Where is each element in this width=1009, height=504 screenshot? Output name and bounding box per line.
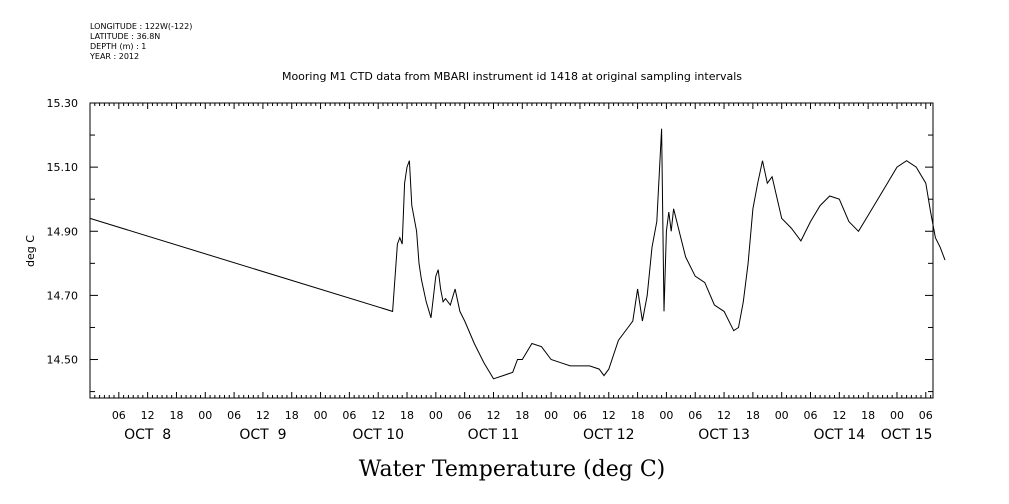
hour-tick-label: 06 [688, 409, 702, 422]
hour-tick-label: 06 [573, 409, 587, 422]
y-tick-label: 14.90 [47, 225, 79, 238]
metadata-block: LONGITUDE : 122W(-122) LATITUDE : 36.8N … [90, 22, 192, 62]
hour-tick-label: 18 [285, 409, 299, 422]
hour-tick-label: 12 [141, 409, 155, 422]
year-label: YEAR : 2012 [90, 52, 140, 61]
hour-tick-label: 00 [890, 409, 904, 422]
hour-tick-label: 06 [458, 409, 472, 422]
hour-tick-label: 12 [602, 409, 616, 422]
longitude-label: LONGITUDE : 122W(-122) [90, 22, 193, 31]
hour-tick-label: 18 [746, 409, 760, 422]
hour-tick-label: 18 [861, 409, 875, 422]
day-label: OCT 15 [881, 427, 933, 443]
hour-tick-label: 06 [919, 409, 933, 422]
y-tick-label: 15.30 [47, 97, 79, 110]
day-label: OCT 8 [124, 427, 171, 443]
day-label: OCT 9 [239, 427, 286, 443]
y-tick-label: 14.50 [47, 354, 79, 367]
plot-frame [89, 102, 934, 399]
hour-tick-label: 06 [227, 409, 241, 422]
hour-tick-label: 18 [169, 409, 183, 422]
x-ticks [89, 103, 932, 398]
hour-tick-label: 00 [314, 409, 328, 422]
y-ticks: 14.50 14.70 14.90 15.10 15.30 [47, 97, 933, 393]
hour-tick-label: 00 [198, 409, 212, 422]
day-label: OCT 14 [814, 427, 866, 443]
hour-tick-label: 06 [804, 409, 818, 422]
day-label: OCT 12 [583, 427, 635, 443]
hour-tick-label: 06 [342, 409, 356, 422]
hour-tick-label: 12 [832, 409, 846, 422]
hour-tick-label: 12 [256, 409, 270, 422]
hour-tick-label: 00 [429, 409, 443, 422]
series-line [89, 128, 946, 380]
day-label: OCT 11 [468, 427, 520, 443]
hour-tick-label: 00 [544, 409, 558, 422]
day-label: OCT 10 [352, 427, 404, 443]
hour-tick-label: 06 [112, 409, 126, 422]
hour-tick-label: 12 [371, 409, 385, 422]
y-axis-label: deg C [24, 235, 37, 267]
hour-tick-label: 12 [717, 409, 731, 422]
latitude-label: LATITUDE : 36.8N [90, 32, 161, 41]
y-tick-label: 15.10 [47, 161, 79, 174]
hour-tick-label: 18 [515, 409, 529, 422]
hour-tick-label: 00 [659, 409, 673, 422]
hour-tick-label: 12 [486, 409, 500, 422]
hour-tick-label: 00 [775, 409, 789, 422]
y-tick-label: 14.70 [47, 289, 79, 302]
day-label: OCT 13 [698, 427, 750, 443]
chart-title: Mooring M1 CTD data from MBARI instrumen… [282, 70, 742, 83]
hour-tick-label: 18 [631, 409, 645, 422]
hour-tick-label: 18 [400, 409, 414, 422]
day-labels: OCT 8 OCT 9 OCT 10 OCT 11 OCT 12 OCT 13 OCT 14… [124, 427, 932, 443]
x-axis-label: Water Temperature (deg C) [359, 457, 666, 482]
depth-label: DEPTH (m) : 1 [90, 42, 147, 51]
hour-labels: 06 12 18 00 06 12 18 00 06 12 18 00 06 12 18 00 06 12 18 00… [112, 409, 933, 422]
